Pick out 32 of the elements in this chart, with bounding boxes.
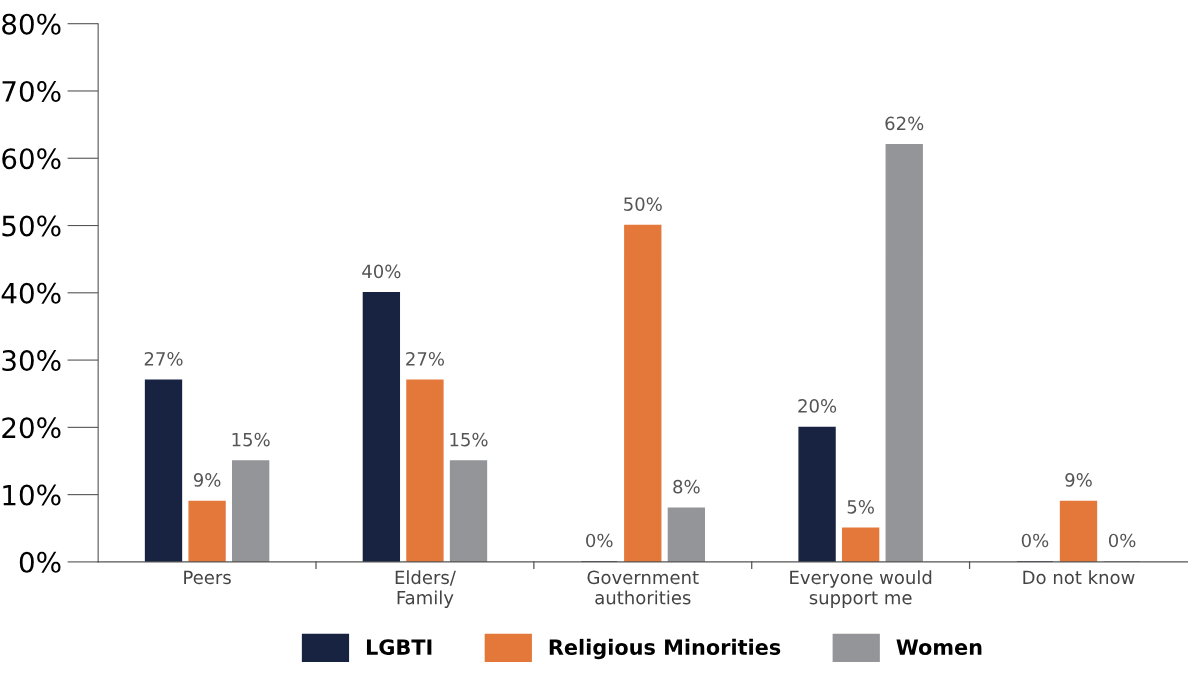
x-tick-label: Everyone would support me (790, 570, 932, 608)
data-label: 5% (847, 500, 874, 514)
legend-label: Religious Minorities (549, 638, 781, 660)
y-tick-label: 30% (2, 350, 61, 372)
x-tick-label: Peers (184, 570, 231, 585)
y-tick-label: 70% (2, 80, 61, 102)
data-label: 20% (798, 399, 837, 413)
data-label: 0% (1021, 533, 1049, 548)
data-label: 15% (232, 432, 270, 447)
data-label: 8% (673, 479, 700, 494)
y-tick-label: 0% (19, 551, 61, 573)
data-label: 27% (144, 352, 183, 366)
x-tick-label: Elders/ Family (395, 570, 456, 608)
data-label: 50% (624, 197, 662, 211)
x-tick-label: Do not know (1023, 570, 1135, 585)
legend-label: LGBTI (366, 639, 432, 655)
data-label: 0% (1108, 533, 1136, 548)
y-tick-label: 50% (2, 215, 61, 237)
data-label: 9% (1065, 473, 1092, 487)
y-tick-label: 40% (1, 282, 61, 304)
data-label: 15% (450, 432, 488, 447)
y-tick-label: 10% (3, 484, 61, 506)
x-tick-label: Government authorities (587, 570, 699, 605)
y-tick-label: 60% (2, 148, 61, 170)
data-label: 27% (406, 352, 444, 366)
data-label: 9% (193, 473, 221, 487)
data-label: 0% (586, 533, 613, 548)
data-label: 40% (362, 264, 401, 279)
legend-label: Women (896, 639, 982, 655)
y-tick-label: 80% (2, 13, 61, 35)
y-tick-label: 20% (2, 417, 61, 439)
data-label: 62% (885, 116, 924, 131)
